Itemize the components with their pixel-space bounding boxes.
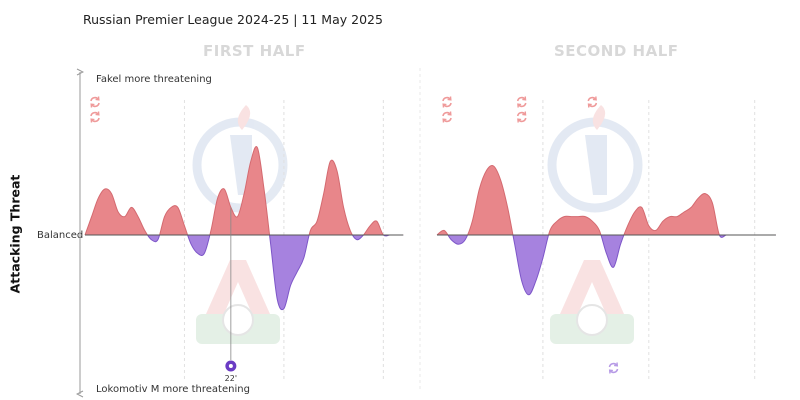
top-team-label: Fakel more threatening [96, 74, 212, 85]
lokomotiv-crest-band [196, 314, 280, 344]
lokomotiv-crest-ball [576, 304, 608, 336]
lokomotiv-crest-shape [552, 260, 632, 332]
bottom-team-label: Lokomotiv M more threatening [96, 384, 250, 395]
chart-subtitle: Russian Premier League 2024-25 | 11 May … [83, 12, 383, 27]
fakel-threat-area-half2 [437, 165, 776, 235]
fakel-crest-flame [592, 105, 606, 130]
fakel-crest-torch [585, 135, 607, 195]
fakel-substitution-icon [90, 111, 100, 123]
fakel-substitution-icon [90, 96, 100, 108]
fakel-threat-area-half1 [85, 146, 404, 235]
fakel-substitution-icon [442, 111, 452, 123]
fakel-substitution-icon [587, 96, 598, 108]
fakel-crest-watermark [192, 117, 288, 213]
first-half-title: FIRST HALF [203, 42, 306, 60]
second-half-title: SECOND HALF [554, 42, 679, 60]
goal-ball-icon-center [228, 364, 233, 368]
fakel-substitution-icon [442, 96, 452, 108]
fakel-substitution-icon [516, 96, 527, 108]
lokomotiv-crest-shape [198, 260, 278, 332]
lokomotiv-crest-ball [222, 304, 254, 336]
lokomotiv-threat-line-half2 [437, 235, 776, 296]
lokomotiv-substitution-icon [608, 362, 619, 374]
fakel-crest-flame [237, 105, 251, 130]
fakel-threat-line-half1 [84, 146, 404, 235]
baseline-label: Balanced [37, 230, 84, 241]
lokomotiv-crest-band [550, 314, 634, 344]
fakel-substitution-icon [516, 111, 527, 123]
fakel-crest-watermark [547, 117, 643, 213]
fakel-threat-line-half2 [436, 165, 776, 235]
goal-minute-label: 22' [225, 374, 237, 383]
